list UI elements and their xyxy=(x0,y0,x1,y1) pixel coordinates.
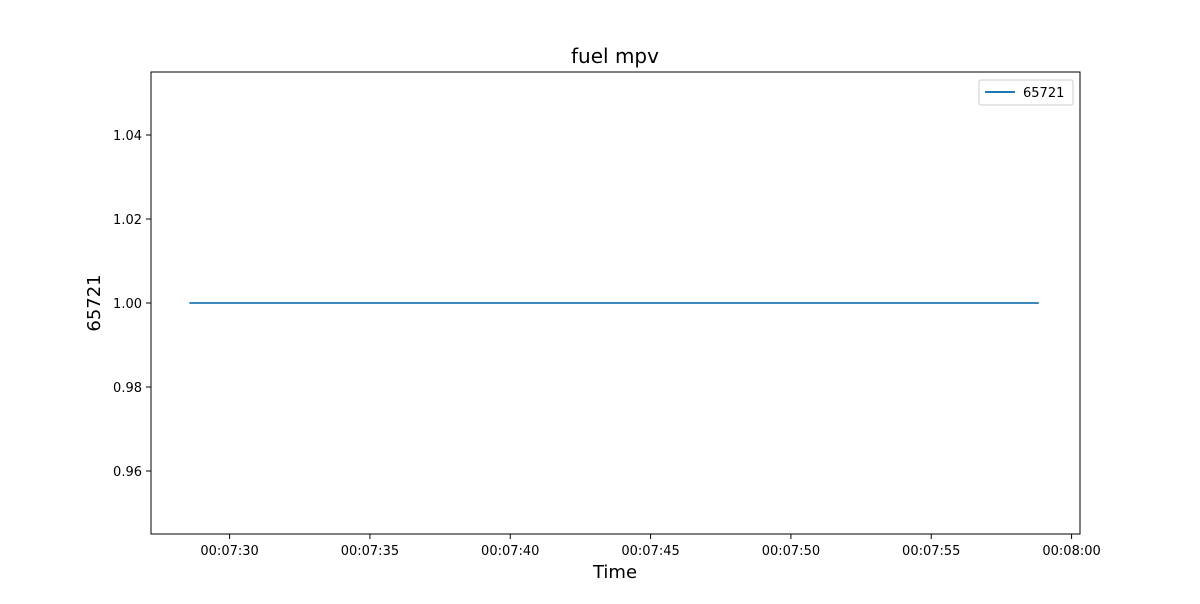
x-tick-label: 00:07:55 xyxy=(902,544,960,559)
y-tick-label: 0.96 xyxy=(113,465,142,480)
x-tick-label: 00:07:50 xyxy=(762,544,820,559)
chart-title: fuel mpv xyxy=(571,44,659,68)
x-tick-label: 00:07:30 xyxy=(200,544,258,559)
x-tick-label: 00:07:40 xyxy=(481,544,539,559)
y-tick-label: 1.04 xyxy=(113,129,142,144)
legend-box xyxy=(978,79,1074,106)
x-axis-label: Time xyxy=(592,562,637,583)
y-tick-label: 1.00 xyxy=(113,297,142,312)
x-axis-ticks: 00:07:30 00:07:35 00:07:40 00:07:45 00:07:50… xyxy=(200,534,1101,559)
x-tick-label: 00:08:00 xyxy=(1042,544,1100,559)
y-tick-label: 1.02 xyxy=(113,213,142,228)
x-tick-label: 00:07:35 xyxy=(341,544,399,559)
legend-label: 65721 xyxy=(1023,86,1064,101)
y-axis-ticks: 0.96 0.98 1.00 1.02 1.04 xyxy=(113,129,151,480)
y-tick-label: 0.98 xyxy=(113,381,142,396)
y-axis-label: 65721 xyxy=(84,274,105,331)
legend: 65721 xyxy=(978,79,1074,106)
x-tick-label: 00:07:45 xyxy=(621,544,679,559)
